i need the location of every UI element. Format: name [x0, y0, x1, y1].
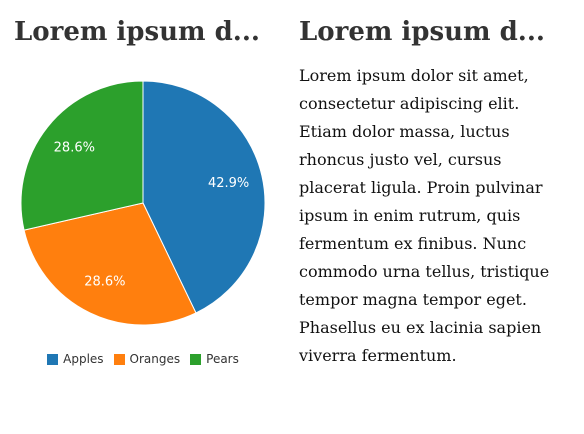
legend-swatch [190, 353, 202, 365]
legend-label: Pears [206, 352, 239, 366]
legend-swatch [47, 353, 59, 365]
slice-label-oranges: 28.6% [84, 275, 125, 290]
legend-item-apples: Apples [47, 352, 104, 366]
legend-label: Oranges [129, 352, 181, 366]
slice-label-apples: 42.9% [208, 176, 249, 191]
pie-slice-pears [20, 80, 144, 231]
text-panel: Lorem ipsum d... Lorem ipsum dolor sit a… [299, 0, 584, 434]
body-paragraph: Lorem ipsum dolor sit amet, consectetur … [299, 66, 550, 365]
legend-item-pears: Pears [190, 352, 239, 366]
pie-slice-oranges [23, 202, 197, 326]
legend-item-oranges: Oranges [113, 352, 181, 366]
text-heading: Lorem ipsum d... [299, 17, 545, 47]
pie-slice-apples [142, 80, 266, 314]
pie-chart: 42.9% 28.6% 28.6% [20, 80, 266, 326]
chart-panel: Lorem ipsum d... 42.9% 28.6% 28.6% Apples O… [0, 0, 286, 434]
slice-label-pears: 28.6% [54, 141, 95, 156]
chart-legend: Apples Oranges Pears [0, 352, 286, 366]
legend-label: Apples [63, 352, 104, 366]
legend-swatch [113, 353, 125, 365]
